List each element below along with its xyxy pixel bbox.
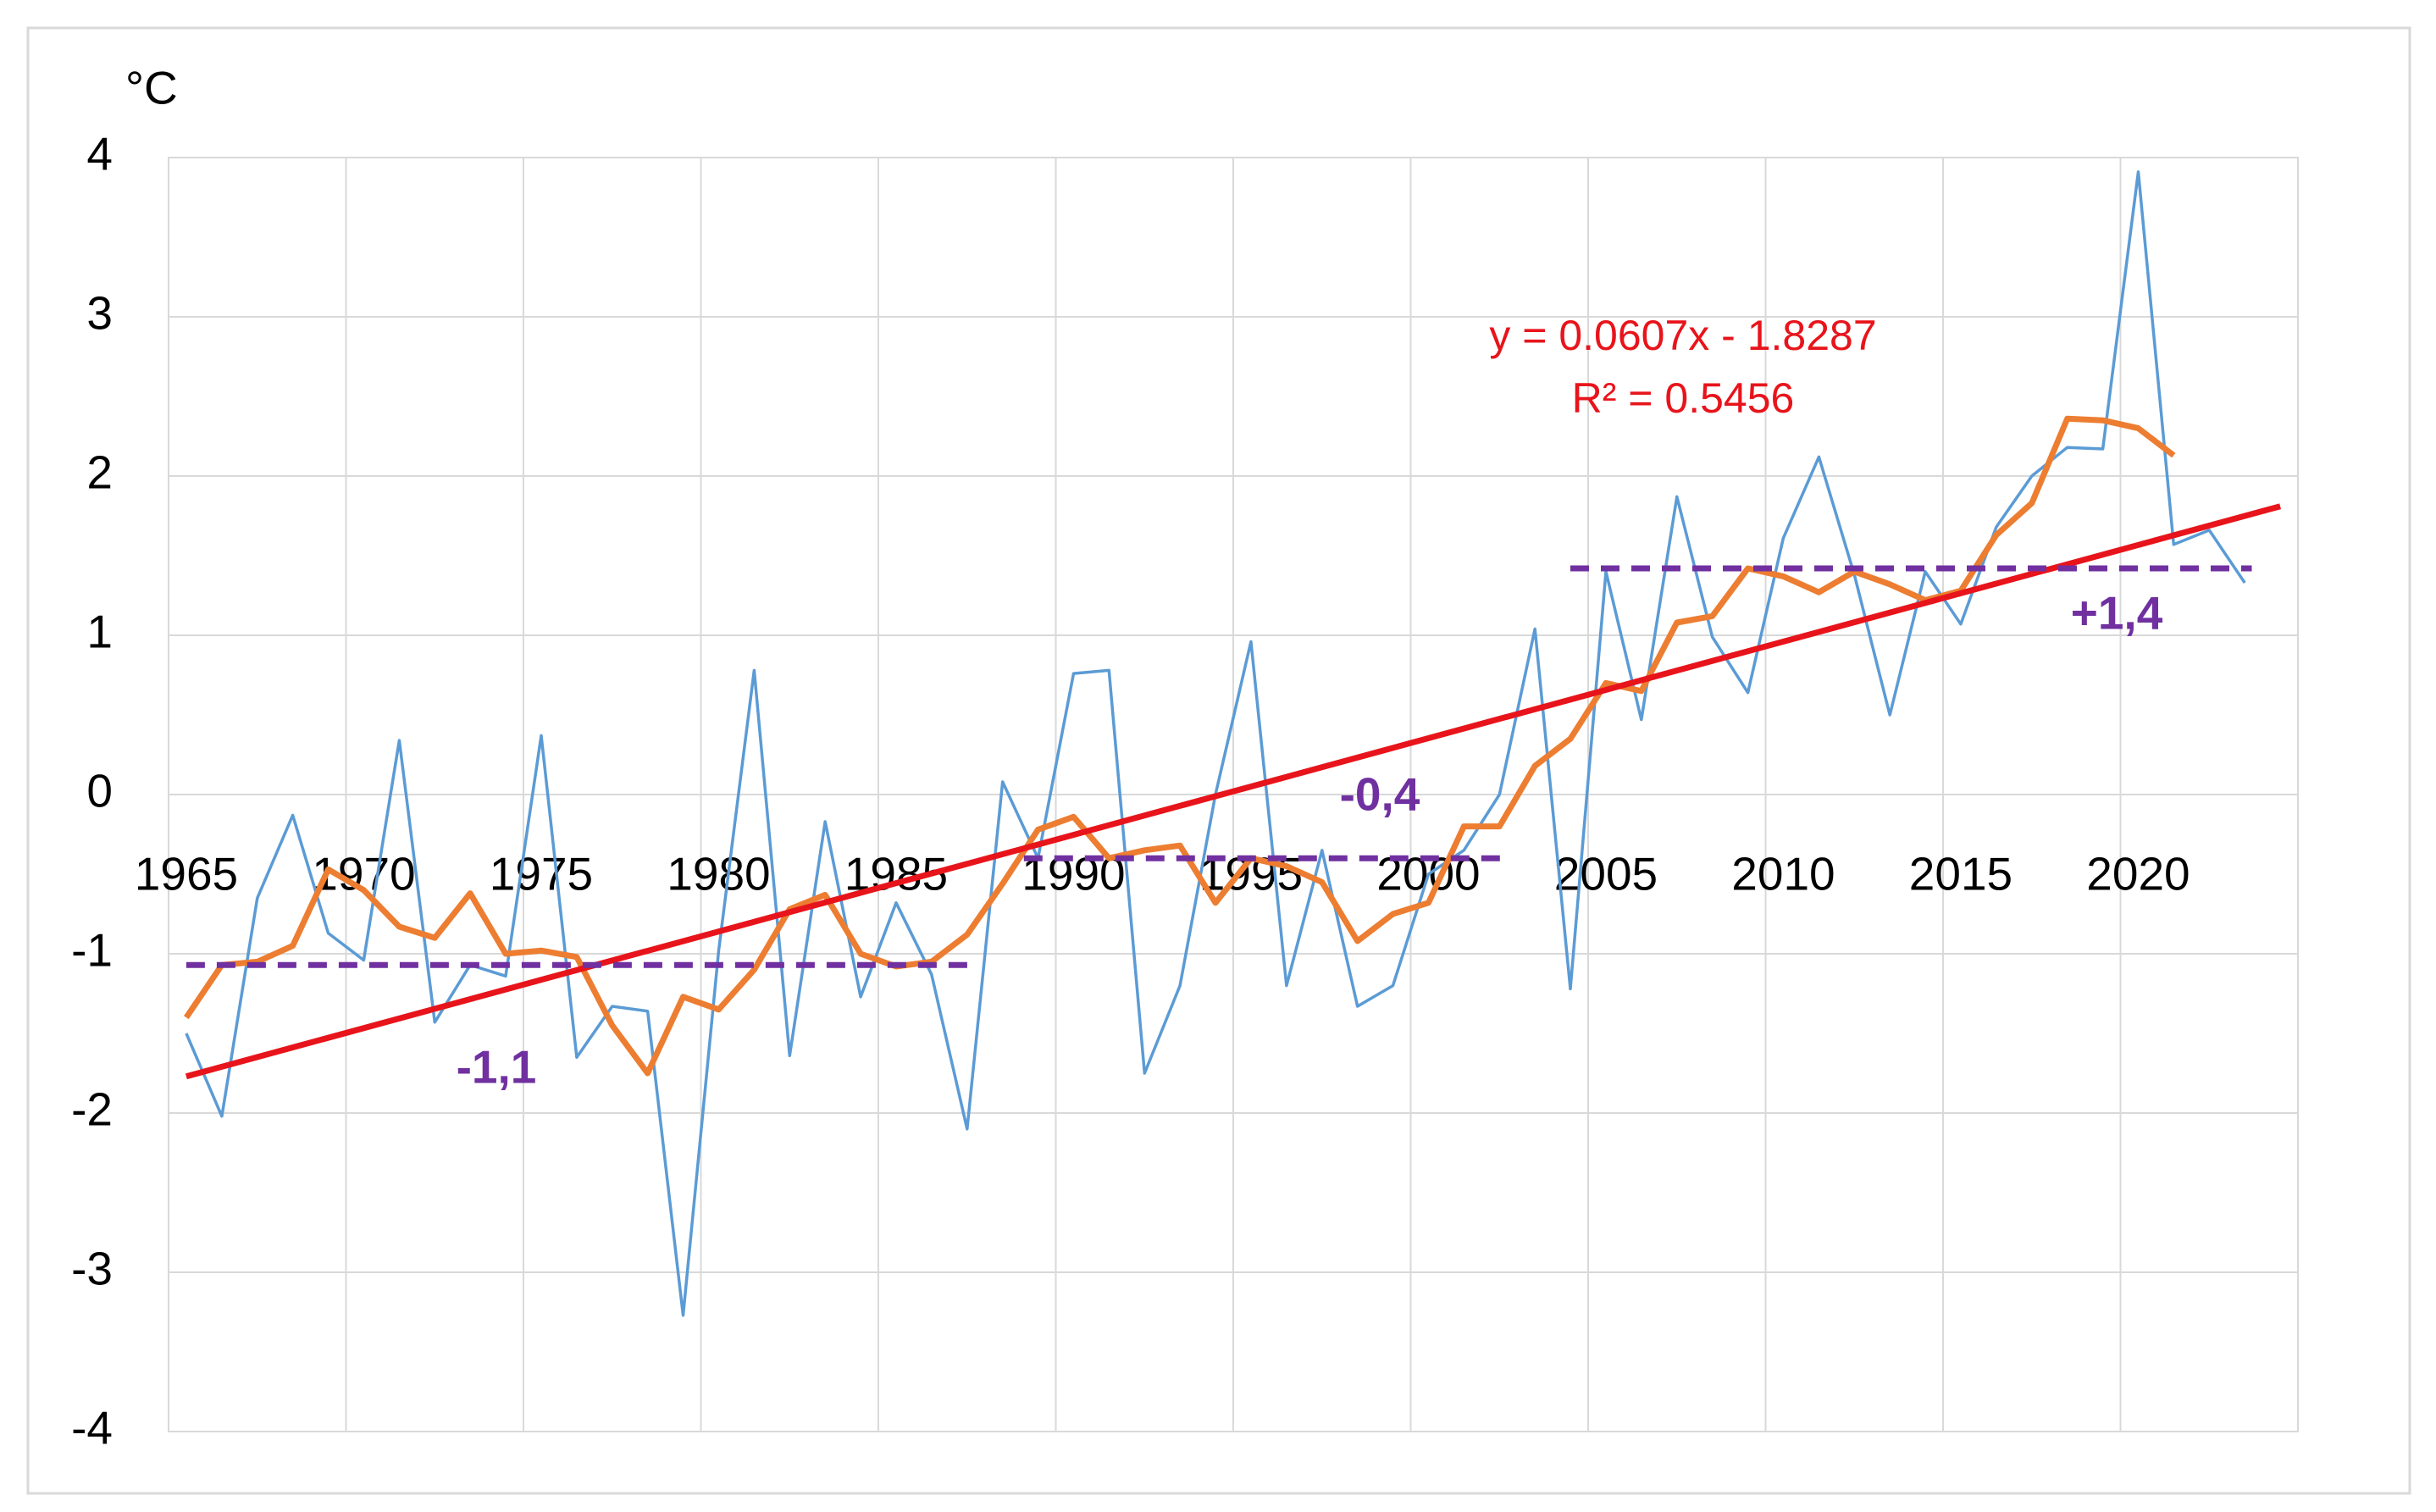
series-line xyxy=(185,503,2282,1080)
y-tick-label: -2 xyxy=(71,1083,113,1136)
y-tick-label: -3 xyxy=(71,1243,113,1295)
x-tick-label: 2020 xyxy=(2086,848,2190,900)
x-tick-label: 1975 xyxy=(490,848,593,900)
x-tick-label: 1980 xyxy=(667,848,770,900)
series-line xyxy=(184,415,2176,1077)
y-axis-label: °C xyxy=(125,62,178,114)
annotation: -1,1 xyxy=(457,1041,537,1094)
annotation: y = 0.0607x - 1.8287 xyxy=(1489,312,1876,359)
y-tick-label: 0 xyxy=(86,765,113,817)
x-tick-label: 2010 xyxy=(1731,848,1835,900)
y-tick-label: 2 xyxy=(86,446,113,499)
y-tick-label: 4 xyxy=(86,128,113,180)
y-tick-label: 3 xyxy=(86,287,113,340)
annotation: -0,4 xyxy=(1340,768,1420,821)
annotation: +1,4 xyxy=(2071,587,2163,640)
y-tick-label: -4 xyxy=(71,1402,113,1454)
x-tick-label: 1965 xyxy=(135,848,238,900)
x-tick-label: 2005 xyxy=(1554,848,1658,900)
x-tick-label: 2015 xyxy=(1909,848,2012,900)
y-tick-label: 1 xyxy=(86,606,113,658)
y-tick-label: -1 xyxy=(71,924,113,977)
annotation: R² = 0.5456 xyxy=(1572,374,1795,422)
chart-border xyxy=(26,26,2411,1495)
